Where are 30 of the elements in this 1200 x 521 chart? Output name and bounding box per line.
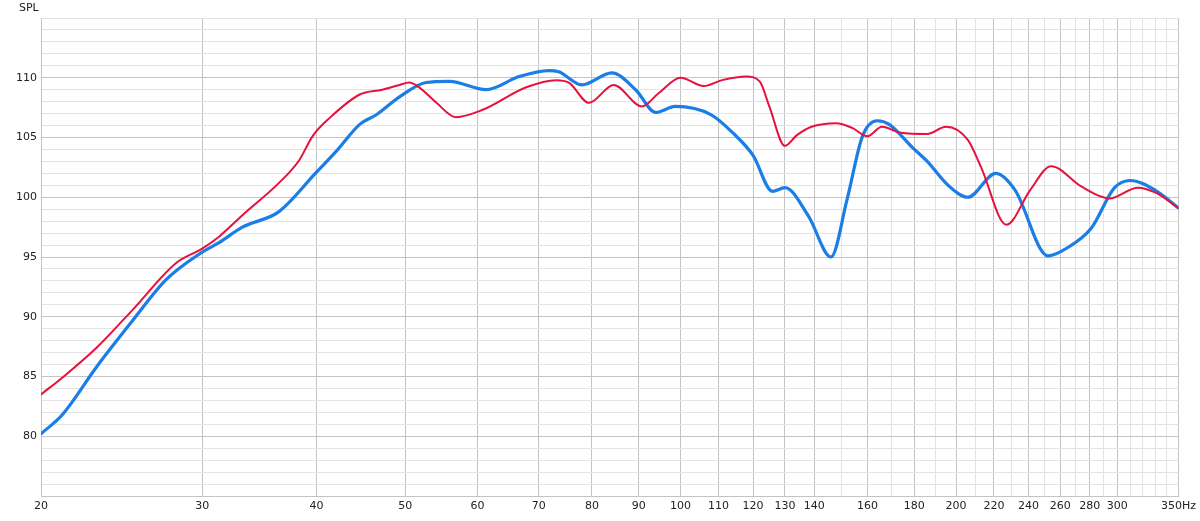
y-tick-label: 80: [23, 429, 37, 443]
x-tick-label: 100: [670, 499, 692, 513]
x-tick-label: 120: [742, 499, 764, 513]
x-tick-label: 130: [774, 499, 796, 513]
y-tick-label: 90: [23, 309, 37, 323]
x-tick-label: 160: [856, 499, 878, 513]
x-tick-label: 280: [1079, 499, 1101, 513]
x-tick-label: 50: [398, 499, 413, 513]
y-tick-label: 110: [16, 70, 37, 84]
x-tick-label: 260: [1049, 499, 1071, 513]
x-tick-label: 140: [803, 499, 825, 513]
y-tick-label: 100: [16, 190, 37, 204]
x-tick-label: 180: [903, 499, 925, 513]
x-tick-label: 300: [1106, 499, 1128, 513]
x-tick-label: 200: [945, 499, 967, 513]
y-axis-title: SPL: [19, 0, 40, 14]
x-tick-label: 220: [983, 499, 1005, 513]
y-tick-label: 105: [16, 130, 37, 144]
x-tick-label: 70: [531, 499, 546, 513]
x-tick-label: 110: [707, 499, 729, 513]
x-tick-label: 90: [631, 499, 646, 513]
x-tick-label: 240: [1018, 499, 1040, 513]
x-tick-label: 60: [470, 499, 485, 513]
x-tick-label: 40: [309, 499, 324, 513]
x-tick-label: 350Hz: [1160, 499, 1197, 513]
x-tick-label: 20: [34, 499, 48, 513]
y-tick-label: 85: [23, 369, 37, 383]
y-tick-label: 95: [23, 249, 37, 263]
x-tick-label: 80: [584, 499, 599, 513]
x-tick-label: 30: [195, 499, 210, 513]
